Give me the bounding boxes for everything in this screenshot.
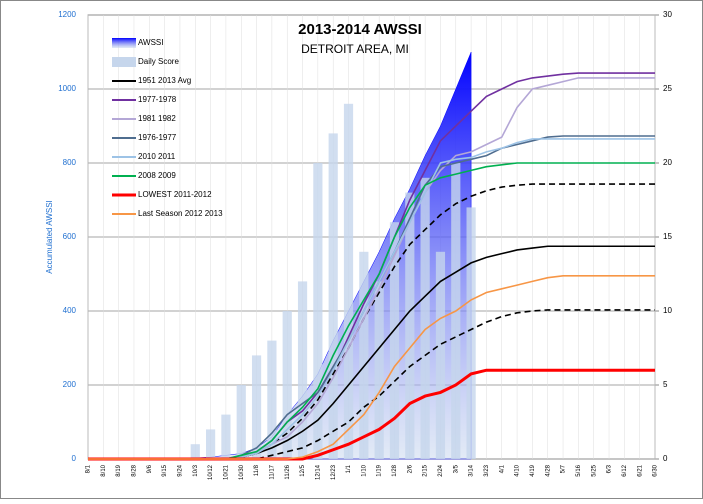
legend-swatch [112,38,136,48]
x-tick-label: 10/21 [223,464,229,480]
y-tick-label: 800 [63,158,77,167]
bar [251,355,262,459]
legend-label: LOWEST 2011-2012 [138,190,212,199]
x-tick-label: 4/10 [515,464,521,476]
bar [236,385,246,459]
legend-label: 2010 2011 [138,152,176,161]
x-tick-label: 10/12 [208,464,214,480]
x-tick-label: 5/25 [591,464,597,476]
bar [389,222,400,459]
x-tick-label: 4/28 [545,464,551,476]
x-tick-label: 8/28 [132,464,138,476]
y2-tick-label: 0 [663,454,668,463]
x-tick-label: 10/30 [239,464,245,480]
y2-tick-label: 20 [663,158,672,167]
y2-tick-label: 10 [663,306,672,315]
y2-tick-label: 15 [663,232,672,241]
x-tick-label: 2/24 [438,464,444,476]
bar [328,133,338,459]
bar [267,340,277,459]
x-tick-label: 6/30 [653,464,659,476]
x-tick-label: 4/19 [530,464,536,476]
x-tick-label: 3/23 [484,464,490,476]
legend-label: Daily Score [138,57,179,66]
x-tick-label: 9/15 [162,464,168,476]
x-tick-label: 2/15 [423,464,429,476]
legend-swatch [112,57,136,67]
legend-label: 1981 1982 [138,114,176,123]
x-tick-label: 11/26 [285,464,291,479]
legend-label: 1976-1977 [138,133,177,142]
x-tick-label: 12/23 [331,464,337,480]
x-tick-label: 3/5 [453,464,459,473]
y-tick-label: 0 [72,454,77,463]
x-tick-label: 3/14 [469,464,475,476]
x-tick-label: 9/24 [178,464,184,476]
x-tick-label: 5/16 [576,464,582,476]
x-tick-label: 12/14 [315,464,321,480]
x-tick-label: 9/6 [147,464,153,473]
x-tick-label: 1/28 [392,464,398,476]
y2-tick-label: 25 [663,84,672,93]
y-tick-label: 400 [63,306,77,315]
bar [374,281,384,459]
x-tick-label: 4/1 [499,464,505,473]
y-axis-label: Accumulated AWSSI [45,200,54,274]
legend-label: 1977-1978 [138,95,177,104]
x-tick-label: 1/10 [361,464,367,476]
bar [420,177,430,460]
x-tick-label: 1/19 [377,464,383,476]
x-tick-label: 1/1 [346,464,352,473]
x-tick-label: 8/10 [101,464,107,476]
x-tick-label: 11/8 [254,464,260,476]
x-tick-label: 5/7 [561,464,567,473]
x-tick-label: 2/6 [407,464,413,473]
bar [466,207,476,459]
bar [282,311,292,459]
y-tick-label: 1000 [58,84,76,93]
x-tick-label: 6/3 [607,464,613,473]
x-tick-label: 8/1 [86,464,92,473]
x-tick-label: 10/3 [193,464,199,476]
legend-label: Last Season 2012 2013 [138,209,223,218]
bar [359,251,369,459]
x-tick-label: 8/19 [116,464,122,476]
y2-tick-label: 5 [663,380,668,389]
y2-tick-label: 30 [663,10,672,19]
bar [190,444,200,459]
bar [435,251,446,459]
legend-label: 2008 2009 [138,171,176,180]
bar [405,192,415,459]
x-tick-label: 6/12 [622,464,628,476]
x-tick-label: 12/5 [300,464,306,476]
x-tick-label: 11/17 [269,464,275,479]
chart-subtitle: DETROIT AREA, MI [301,42,409,56]
line [88,275,655,460]
legend-label: 1951 2013 Avg [138,76,191,85]
legend-label: AWSSI [138,38,163,47]
x-tick-label: 6/21 [637,464,643,476]
y-tick-label: 200 [63,380,77,389]
bar [221,414,231,459]
bar [205,429,216,459]
bar [297,281,308,459]
bar [313,163,323,459]
y-tick-label: 1200 [58,10,76,19]
bar [343,103,354,460]
chart-title: 2013-2014 AWSSI [298,21,422,38]
y-tick-label: 600 [63,232,77,241]
